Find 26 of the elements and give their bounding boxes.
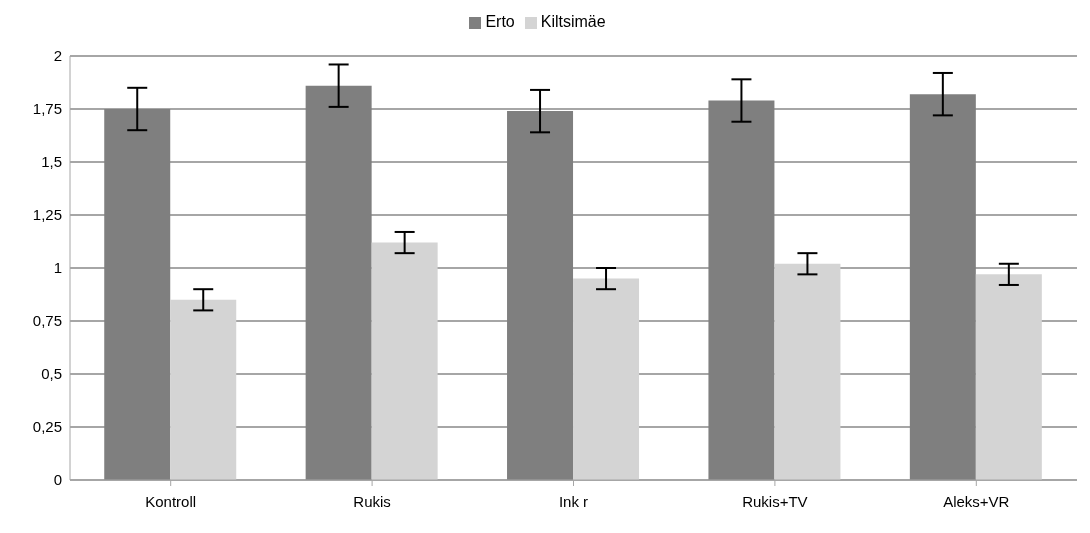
y-tick-label: 1 <box>53 259 62 277</box>
legend-label: Kiltsimäe <box>540 13 606 30</box>
y-tick-label: 0,75 <box>32 312 62 330</box>
y-tick-label: 1,5 <box>41 153 62 171</box>
y-tick-label: 2 <box>53 47 62 65</box>
bar <box>170 299 237 480</box>
x-tick-label: Aleks+VR <box>943 492 1010 510</box>
y-tick-label: 0 <box>53 471 62 489</box>
y-tick-label: 1,25 <box>32 206 62 224</box>
bar <box>305 85 372 480</box>
y-tick-label: 0,25 <box>32 418 62 436</box>
bar <box>507 111 574 480</box>
bar <box>573 278 640 480</box>
x-tick-label: Ink r <box>558 492 589 510</box>
x-tick-label: Kontroll <box>145 492 197 510</box>
bar <box>975 274 1042 480</box>
bar <box>708 100 775 480</box>
x-tick-label: Rukis <box>353 492 391 510</box>
bar <box>371 242 438 480</box>
y-tick-label: 0,5 <box>41 365 62 383</box>
legend-label: Erto <box>485 13 515 30</box>
bar <box>909 94 976 480</box>
y-tick-label: 1,75 <box>32 100 62 118</box>
x-tick-label: Rukis+TV <box>742 492 808 510</box>
bar <box>774 263 841 480</box>
bar <box>104 109 171 480</box>
